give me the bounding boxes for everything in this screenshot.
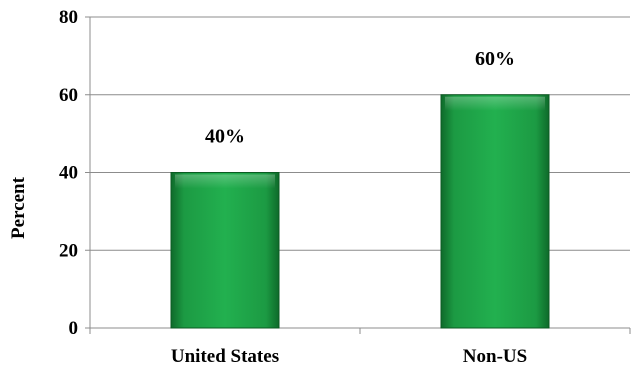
data-labels: 40% 60% [205,48,515,148]
bar-non-us [441,94,549,328]
bar-highlight [175,174,275,189]
y-axis-ticks: 0 20 40 60 80 [59,7,90,339]
bar-highlight [445,96,545,111]
y-tick-label: 20 [59,240,78,261]
x-tick-label: Non-US [463,346,527,367]
y-tick-label: 0 [69,318,79,339]
bar-united-states [171,172,279,328]
bar-outline [440,94,550,329]
y-tick-label: 60 [59,85,78,106]
bars [170,94,550,329]
y-tick-label: 80 [59,7,78,28]
bar-outline [170,172,280,329]
x-tick-label: United States [171,346,279,367]
x-axis-ticks: United States Non-US [89,328,631,367]
data-label: 60% [475,48,515,70]
data-label: 40% [205,126,245,148]
y-axis-title: Percent [8,176,29,239]
y-tick-label: 40 [59,163,78,184]
